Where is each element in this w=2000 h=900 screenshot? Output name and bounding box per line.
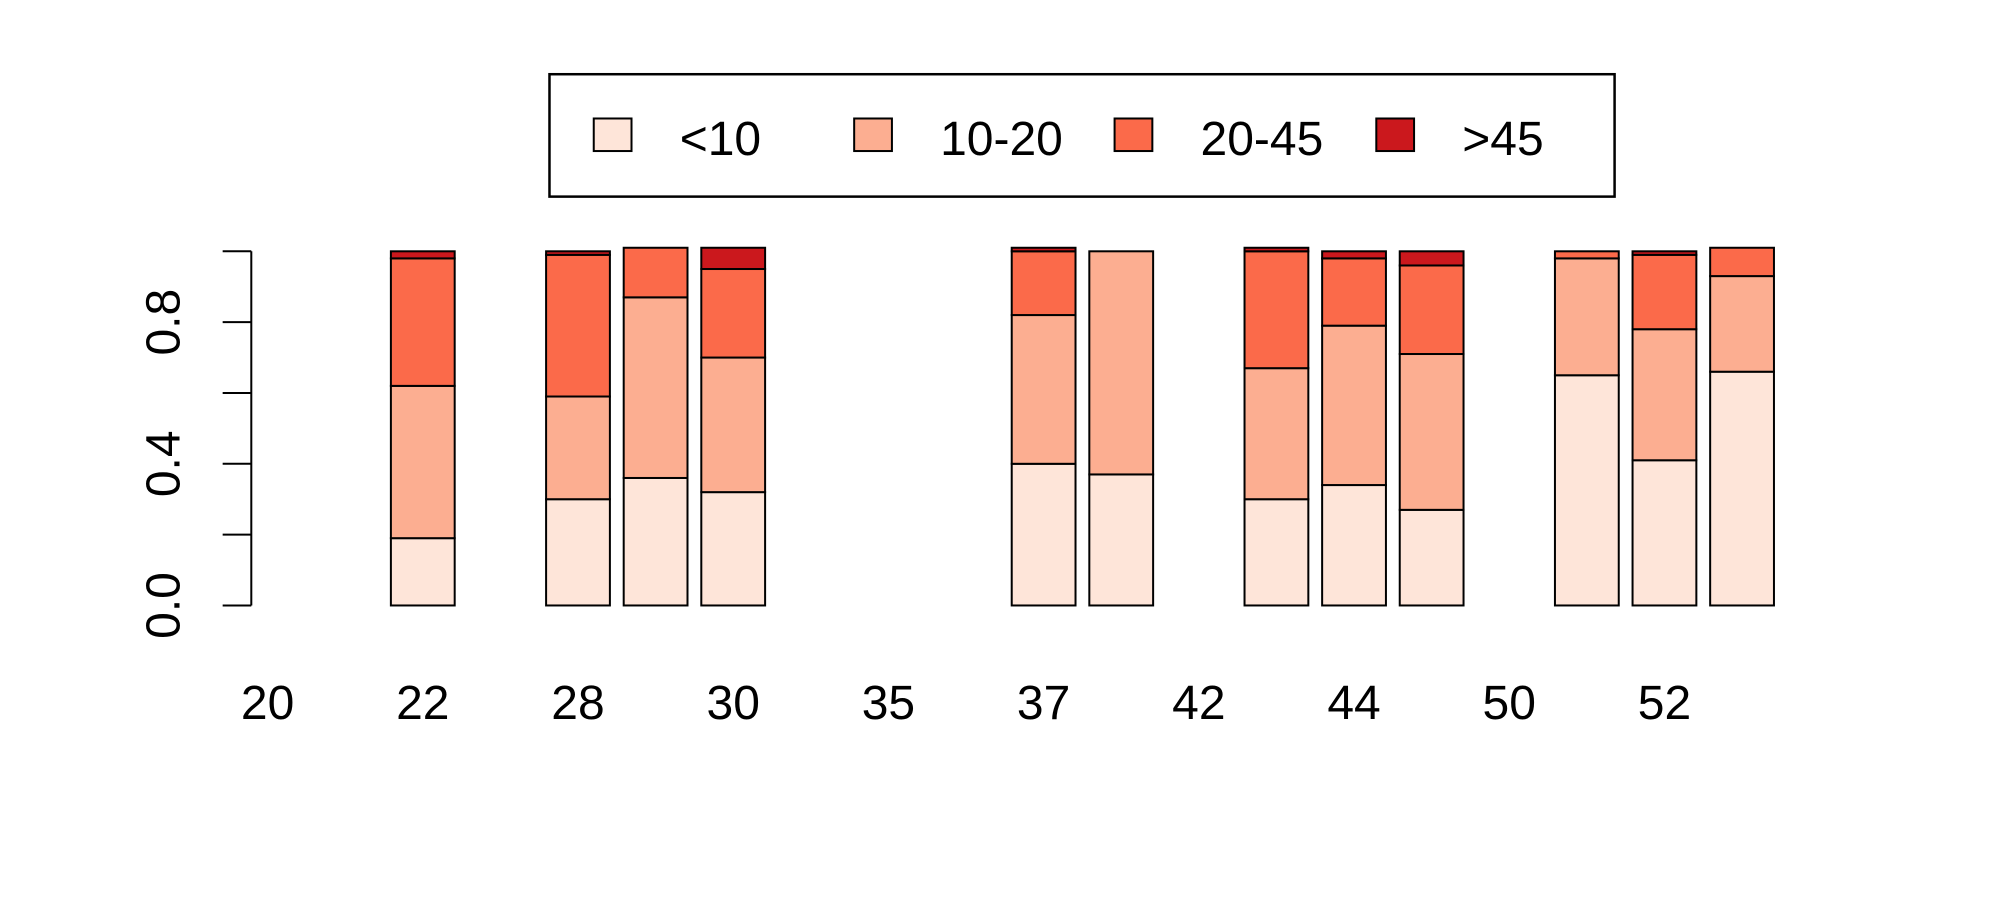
y-axis: 0.0 0.4 0.8 <box>138 250 253 639</box>
bar-2 <box>389 250 456 607</box>
legend-key <box>853 117 893 153</box>
bar-6 <box>700 246 767 607</box>
bar-10 <box>1010 246 1077 607</box>
legend-key <box>592 117 633 153</box>
x-tick-label: 28 <box>551 677 604 730</box>
bars <box>389 246 1775 607</box>
x-tick-label: 30 <box>707 677 760 730</box>
bar-18 <box>1631 250 1698 607</box>
bar-segment <box>389 250 456 260</box>
y-tick-label: 0.0 <box>138 572 191 639</box>
bar-segment <box>1398 353 1465 511</box>
bar-13 <box>1243 246 1310 607</box>
bar-segment <box>700 246 767 271</box>
bar-segment <box>1709 246 1775 278</box>
bar-segment <box>1709 370 1775 607</box>
bar-4 <box>545 250 611 607</box>
x-tick-label: 50 <box>1483 677 1536 730</box>
bar-segment <box>545 498 611 607</box>
bar-segment <box>700 268 767 359</box>
bar-segment <box>622 296 689 479</box>
bar-segment <box>1010 246 1077 253</box>
bar-15 <box>1398 250 1465 607</box>
x-axis: 20 22 28 30 35 37 42 44 50 52 <box>241 677 1691 730</box>
legend-label: 20-45 <box>1201 113 1324 166</box>
bar-segment <box>1321 324 1387 487</box>
legend-label: <10 <box>680 113 761 166</box>
bar-segment <box>1321 484 1387 607</box>
y-tick-label: 0.8 <box>138 289 191 356</box>
bar-segment <box>1553 250 1620 260</box>
bar-segment <box>389 384 456 540</box>
bar-segment <box>1010 314 1077 465</box>
bar-segment <box>1243 246 1310 253</box>
x-tick-label: 20 <box>241 677 294 730</box>
bar-segment <box>1243 498 1310 607</box>
bar-segment <box>1010 462 1077 607</box>
legend-label: >45 <box>1462 113 1543 166</box>
bar-segment <box>1398 508 1465 607</box>
bar-segment <box>1088 473 1155 607</box>
y-tick-label: 0.4 <box>138 430 191 497</box>
bar-segment <box>622 476 689 607</box>
bar-segment <box>545 253 611 398</box>
bar-segment <box>545 250 611 256</box>
bar-11 <box>1088 250 1155 607</box>
legend-label: 10-20 <box>940 113 1063 166</box>
bar-segment <box>1088 250 1155 476</box>
x-tick-label: 35 <box>862 677 915 730</box>
bar-5 <box>622 246 689 607</box>
bar-segment <box>1631 253 1698 331</box>
bar-segment <box>1553 374 1620 607</box>
bar-segment <box>1398 264 1465 356</box>
bar-segment <box>1631 250 1698 256</box>
bar-segment <box>389 537 456 607</box>
bar-segment <box>1631 328 1698 462</box>
bar-segment <box>1709 275 1775 373</box>
bar-segment <box>1321 250 1387 260</box>
bar-segment <box>1631 459 1698 607</box>
bar-segment <box>700 356 767 494</box>
x-tick-label: 37 <box>1017 677 1070 730</box>
bar-segment <box>1553 257 1620 377</box>
bar-segment <box>700 491 767 607</box>
bar-segment <box>1243 367 1310 501</box>
bar-segment <box>389 257 456 387</box>
x-tick-label: 52 <box>1638 677 1691 730</box>
x-tick-label: 42 <box>1172 677 1225 730</box>
legend: <10 10-20 20-45 >45 <box>548 72 1616 198</box>
x-tick-label: 22 <box>396 677 449 730</box>
x-tick-label: 44 <box>1327 677 1380 730</box>
bar-segment <box>1243 250 1310 370</box>
bar-19 <box>1709 246 1775 607</box>
bar-segment <box>1010 250 1077 317</box>
bar-17 <box>1553 250 1620 607</box>
bar-14 <box>1321 250 1387 607</box>
legend-key <box>1375 117 1416 153</box>
bar-segment <box>1321 257 1387 327</box>
bar-segment <box>622 246 689 299</box>
legend-frame <box>548 72 1616 198</box>
bar-segment <box>1398 250 1465 267</box>
legend-key <box>1113 117 1154 153</box>
bar-segment <box>545 395 611 501</box>
